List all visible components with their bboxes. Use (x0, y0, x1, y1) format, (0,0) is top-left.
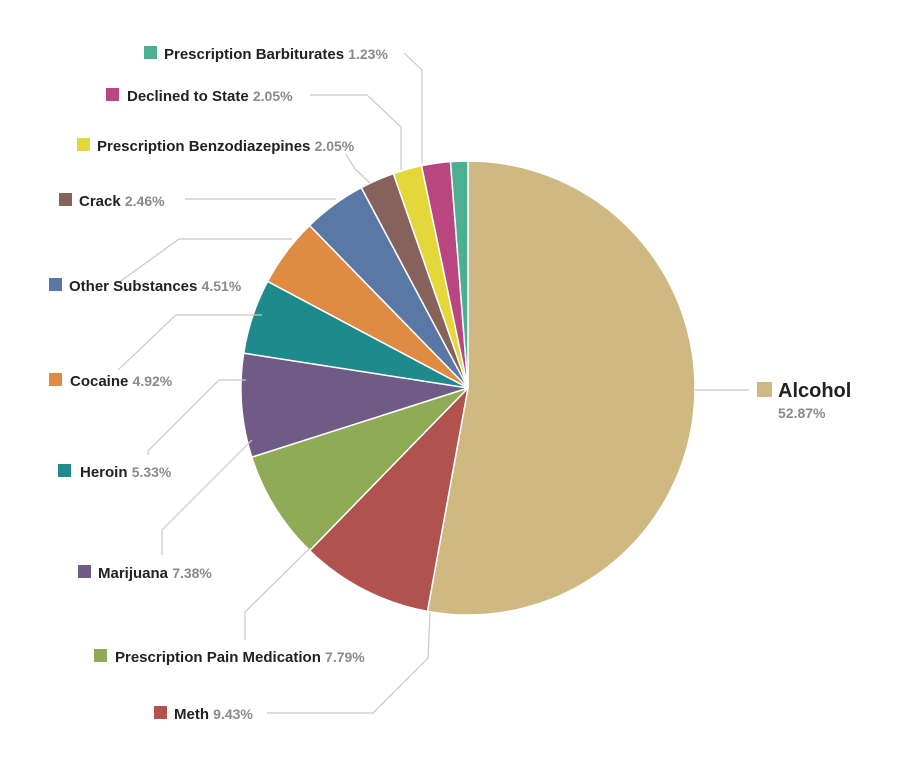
value-heroin: 5.33% (132, 464, 172, 480)
legend-swatch-prescription-pain-medication (94, 649, 107, 662)
legend-swatch-heroin (58, 464, 71, 477)
legend-swatch-prescription-benzodiazepines (77, 138, 90, 151)
label-crack: Crack (79, 193, 125, 210)
label-meth: Meth (174, 706, 213, 723)
label-alcohol: Alcohol (778, 380, 851, 402)
leader-declined-to-state (310, 94, 402, 170)
value-crack: 2.46% (125, 193, 165, 209)
label-row-other-substances: Other Substances 4.51% (69, 278, 242, 295)
label-declined-to-state: Declined to State (127, 88, 253, 105)
leader-heroin (147, 379, 246, 455)
legend-swatch-alcohol (757, 382, 772, 397)
label-row-prescription-barbiturates: Prescription Barbiturates 1.23% (164, 46, 388, 63)
label-prescription-benzodiazepines: Prescription Benzodiazepines (97, 138, 315, 155)
label-row-declined-to-state: Declined to State 2.05% (127, 88, 293, 105)
legend-swatch-other-substances (49, 278, 62, 291)
leader-prescription-pain-medication (244, 547, 311, 640)
slice-alcohol (426, 160, 696, 616)
leader-prescription-benzodiazepines (345, 153, 371, 184)
label-row-prescription-pain-medication: Prescription Pain Medication 7.79% (115, 649, 365, 666)
value-declined-to-state: 2.05% (253, 88, 293, 104)
slice-prescription-barbiturates (449, 160, 469, 389)
label-prescription-pain-medication: Prescription Pain Medication (115, 649, 325, 666)
legend-swatch-marijuana (78, 565, 91, 578)
leader-cocaine (117, 314, 262, 371)
label-row-crack: Crack 2.46% (79, 193, 165, 210)
label-row-cocaine: Cocaine 4.92% (70, 373, 173, 390)
value-prescription-benzodiazepines: 2.05% (315, 138, 355, 154)
legend-swatch-crack (59, 193, 72, 206)
label-other-substances: Other Substances (69, 278, 202, 295)
value-other-substances: 4.51% (202, 278, 242, 294)
leader-marijuana (161, 439, 253, 555)
label-heroin: Heroin (80, 464, 132, 481)
value-meth: 9.43% (213, 706, 253, 722)
leader-meth (267, 611, 431, 714)
value-marijuana: 7.38% (172, 565, 212, 581)
legend-swatch-declined-to-state (106, 88, 119, 101)
legend-swatch-prescription-barbiturates (144, 46, 157, 59)
legend-swatch-cocaine (49, 373, 62, 386)
label-row-meth: Meth 9.43% (174, 706, 253, 723)
pie-slices (240, 160, 696, 616)
value-cocaine: 4.92% (133, 373, 173, 389)
leader-lines (117, 52, 749, 714)
value-prescription-barbiturates: 1.23% (348, 46, 388, 62)
label-prescription-barbiturates: Prescription Barbiturates (164, 46, 348, 63)
legend-swatch-meth (154, 706, 167, 719)
slice-labels: Alcohol 52.87% Meth 9.43% Prescription Pain… (49, 46, 851, 723)
slice-marijuana (240, 352, 469, 459)
label-row-prescription-benzodiazepines: Prescription Benzodiazepines 2.05% (97, 138, 355, 155)
label-row-heroin: Heroin 5.33% (80, 464, 172, 481)
label-marijuana: Marijuana (98, 565, 172, 582)
leader-prescription-barbiturates (403, 52, 423, 163)
value-alcohol: 52.87% (778, 405, 826, 421)
label-row-marijuana: Marijuana 7.38% (98, 565, 212, 582)
leader-other-substances (117, 238, 292, 284)
label-cocaine: Cocaine (70, 373, 133, 390)
slice-meth (308, 385, 470, 613)
value-prescription-pain-medication: 7.79% (325, 649, 365, 665)
